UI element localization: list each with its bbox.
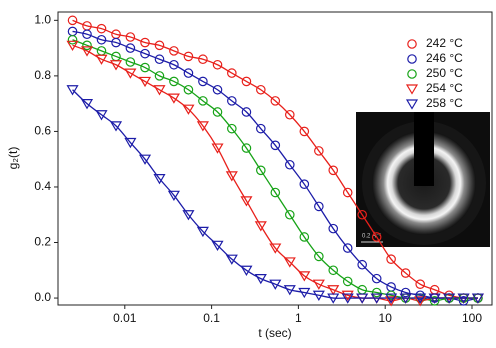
y-tick-label: 0.6 xyxy=(34,124,51,138)
legend-marker xyxy=(408,55,416,63)
chart: 0.00.20.40.60.81.00.010.1110100 0.2 Å⁻¹ … xyxy=(0,0,496,343)
legend-marker xyxy=(407,85,417,94)
x-tick-label: 10 xyxy=(379,311,393,325)
x-tick-label: 1 xyxy=(295,311,302,325)
x-tick-label: 0.01 xyxy=(113,311,137,325)
y-tick-label: 0.4 xyxy=(34,179,51,193)
legend-label: 258 °C xyxy=(426,96,463,110)
legend-label: 254 °C xyxy=(426,81,463,95)
legend-marker xyxy=(408,40,416,48)
legend-label: 242 °C xyxy=(426,36,463,50)
legend-marker xyxy=(408,70,416,78)
legend-label: 250 °C xyxy=(426,66,463,80)
inset-beamstop xyxy=(414,112,434,186)
inset-image: 0.2 Å⁻¹ xyxy=(356,112,490,247)
x-tick-label: 0.1 xyxy=(203,311,220,325)
y-axis-label: g₂(t) xyxy=(6,147,20,170)
y-tick-label: 0.8 xyxy=(34,68,51,82)
y-tick-label: 0.2 xyxy=(34,235,51,249)
legend-label: 246 °C xyxy=(426,51,463,65)
y-tick-label: 1.0 xyxy=(34,13,51,27)
x-tick-label: 100 xyxy=(462,311,482,325)
legend-marker xyxy=(407,100,417,109)
y-tick-label: 0.0 xyxy=(34,290,51,304)
x-axis-label: t (sec) xyxy=(258,326,291,340)
